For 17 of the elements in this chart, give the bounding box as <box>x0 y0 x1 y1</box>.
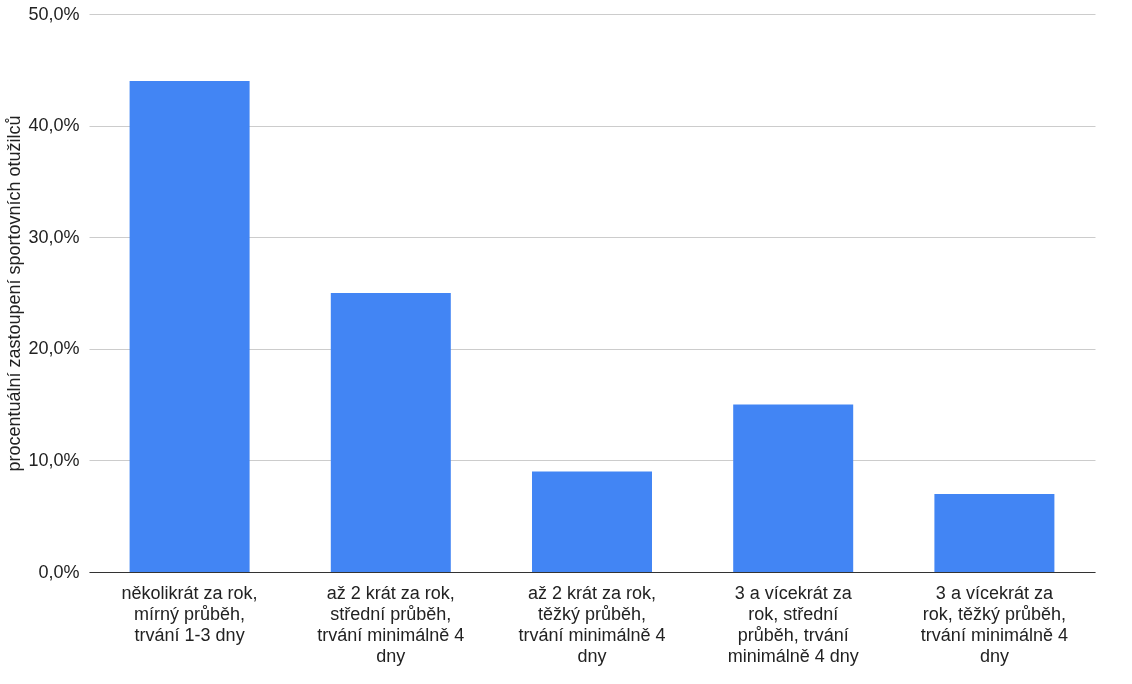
y-axis-title: procentuální zastoupení sportovních otužilců <box>4 115 25 472</box>
bar <box>733 404 854 572</box>
y-tick-label: 40,0% <box>28 115 80 136</box>
x-tick-label: až 2 krát za rok, těžký průběh, trvání minimálně 4 dny <box>518 582 666 666</box>
y-tick-label: 50,0% <box>28 3 80 24</box>
y-tick-label: 30,0% <box>28 226 80 247</box>
bar <box>934 493 1055 572</box>
y-tick-label: 20,0% <box>28 338 80 359</box>
x-tick-label: 3 a vícekrát za rok, těžký průběh, trvání minimálně 4 dny <box>920 582 1068 666</box>
bar <box>129 80 250 572</box>
y-tick-label: 0,0% <box>38 561 80 582</box>
bar <box>532 471 652 572</box>
bar <box>330 293 451 572</box>
x-tick-label: několikrát za rok, mírný průběh, trvání 1-3 dny <box>121 582 258 645</box>
x-tick-label: až 2 krát za rok, střední průběh, trvání minimálně 4 dny <box>317 582 465 666</box>
x-tick-label: 3 a vícekrát za rok, střední průběh, trvání minimálně 4 dny <box>727 582 859 666</box>
y-tick-label: 10,0% <box>28 449 80 470</box>
